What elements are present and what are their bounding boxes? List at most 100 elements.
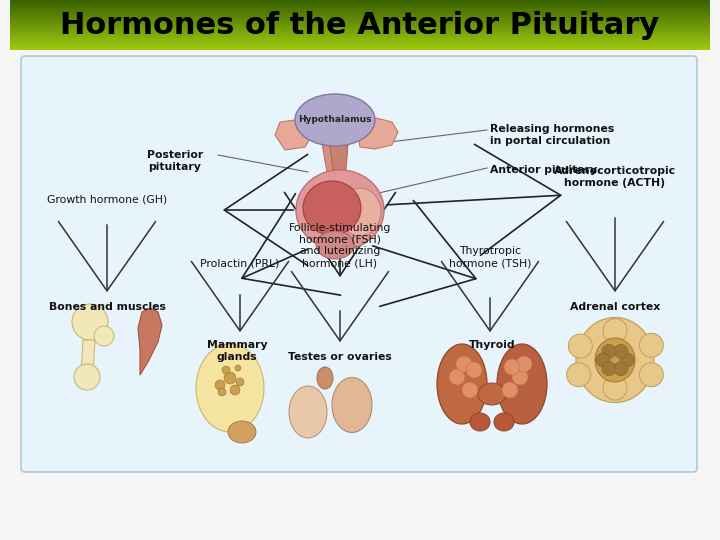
Bar bbox=[10, 12, 710, 14]
Bar bbox=[10, 19, 710, 20]
Bar bbox=[10, 17, 710, 18]
Bar bbox=[10, 42, 710, 43]
Ellipse shape bbox=[576, 318, 654, 402]
Polygon shape bbox=[330, 145, 348, 170]
Ellipse shape bbox=[470, 413, 490, 431]
Circle shape bbox=[222, 366, 230, 374]
Bar bbox=[10, 14, 710, 15]
Bar bbox=[10, 4, 710, 5]
FancyBboxPatch shape bbox=[21, 56, 697, 472]
Circle shape bbox=[72, 304, 108, 340]
Circle shape bbox=[602, 345, 616, 359]
Bar bbox=[10, 3, 710, 4]
Bar bbox=[10, 8, 710, 9]
Bar bbox=[10, 26, 710, 28]
Text: Prolactin (PRL): Prolactin (PRL) bbox=[200, 258, 279, 268]
Circle shape bbox=[614, 345, 628, 359]
Ellipse shape bbox=[437, 344, 487, 424]
Circle shape bbox=[639, 363, 663, 387]
Text: Thyrotropic
hormone (TSH): Thyrotropic hormone (TSH) bbox=[449, 246, 531, 268]
Circle shape bbox=[236, 378, 244, 386]
Bar bbox=[10, 29, 710, 30]
Text: Bones and muscles: Bones and muscles bbox=[48, 302, 166, 312]
Bar bbox=[10, 43, 710, 44]
Bar bbox=[10, 1, 710, 2]
Circle shape bbox=[218, 388, 226, 396]
Ellipse shape bbox=[494, 413, 514, 431]
Bar bbox=[10, 22, 710, 23]
Bar bbox=[10, 25, 710, 26]
Ellipse shape bbox=[228, 421, 256, 443]
Bar bbox=[10, 44, 710, 45]
Bar bbox=[10, 20, 710, 21]
Ellipse shape bbox=[295, 94, 375, 146]
Text: Testes or ovaries: Testes or ovaries bbox=[288, 352, 392, 362]
Circle shape bbox=[602, 362, 616, 376]
Bar bbox=[10, 33, 710, 34]
Polygon shape bbox=[358, 118, 398, 149]
Circle shape bbox=[215, 380, 225, 390]
Ellipse shape bbox=[303, 181, 361, 235]
Text: Hypothalamus: Hypothalamus bbox=[298, 116, 372, 125]
Bar bbox=[10, 46, 710, 48]
Circle shape bbox=[230, 385, 240, 395]
Circle shape bbox=[74, 364, 100, 390]
Circle shape bbox=[456, 356, 472, 372]
Polygon shape bbox=[138, 308, 162, 375]
Circle shape bbox=[449, 369, 465, 385]
Bar bbox=[10, 49, 710, 50]
Bar bbox=[10, 16, 710, 17]
Circle shape bbox=[512, 369, 528, 385]
Bar bbox=[10, 34, 710, 35]
Circle shape bbox=[502, 382, 518, 398]
Ellipse shape bbox=[317, 367, 333, 389]
Circle shape bbox=[567, 363, 590, 387]
Circle shape bbox=[614, 362, 628, 376]
Ellipse shape bbox=[595, 338, 635, 382]
Ellipse shape bbox=[339, 188, 381, 236]
Circle shape bbox=[94, 326, 114, 346]
Bar bbox=[10, 41, 710, 42]
Bar bbox=[10, 0, 710, 1]
Circle shape bbox=[639, 333, 663, 357]
Text: Anterior pituitary: Anterior pituitary bbox=[490, 165, 597, 175]
Circle shape bbox=[504, 359, 520, 375]
Bar bbox=[10, 37, 710, 38]
Circle shape bbox=[466, 362, 482, 378]
Circle shape bbox=[603, 376, 627, 400]
Text: Adrenocorticotropic
hormone (ACTH): Adrenocorticotropic hormone (ACTH) bbox=[554, 166, 676, 188]
Bar bbox=[10, 39, 710, 40]
Bar bbox=[10, 23, 710, 24]
Bar bbox=[10, 21, 710, 22]
Ellipse shape bbox=[478, 383, 506, 405]
Bar bbox=[10, 18, 710, 19]
Circle shape bbox=[568, 334, 593, 358]
Circle shape bbox=[603, 319, 627, 342]
Bar bbox=[10, 15, 710, 16]
Bar bbox=[10, 10, 710, 11]
Ellipse shape bbox=[497, 344, 547, 424]
Ellipse shape bbox=[316, 231, 354, 259]
Text: Releasing hormones
in portal circulation: Releasing hormones in portal circulation bbox=[490, 124, 614, 146]
Bar bbox=[10, 36, 710, 37]
Bar bbox=[10, 38, 710, 39]
Circle shape bbox=[516, 356, 532, 372]
Text: Thyroid: Thyroid bbox=[469, 340, 516, 350]
Text: Follicle-stimulating
hormone (FSH)
and luteinizing
hormone (LH): Follicle-stimulating hormone (FSH) and l… bbox=[289, 223, 391, 268]
Bar bbox=[10, 48, 710, 49]
Bar bbox=[10, 9, 710, 10]
Bar bbox=[10, 28, 710, 29]
Bar bbox=[10, 6, 710, 8]
Bar bbox=[10, 11, 710, 12]
Ellipse shape bbox=[196, 344, 264, 432]
Text: Adrenal cortex: Adrenal cortex bbox=[570, 302, 660, 312]
Bar bbox=[10, 2, 710, 3]
Bar bbox=[10, 45, 710, 46]
Bar bbox=[10, 40, 710, 41]
Circle shape bbox=[462, 382, 478, 398]
Circle shape bbox=[596, 353, 610, 367]
Circle shape bbox=[235, 365, 241, 371]
Polygon shape bbox=[81, 340, 95, 375]
Ellipse shape bbox=[332, 377, 372, 433]
Circle shape bbox=[620, 353, 634, 367]
